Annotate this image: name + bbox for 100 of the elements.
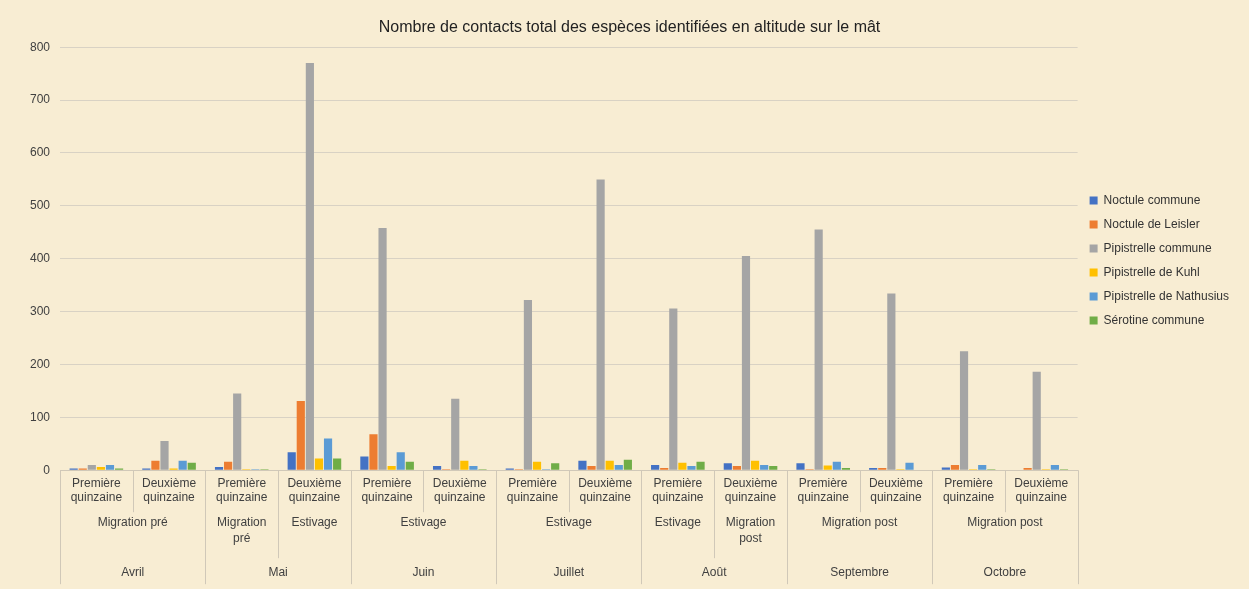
bar	[1032, 371, 1041, 470]
x-tick-label: Deuxième quinzaine	[1014, 475, 1069, 505]
bar	[460, 460, 469, 470]
bar	[105, 464, 115, 470]
x-tick-label: Première quinzaine	[797, 475, 850, 505]
text: Août	[701, 564, 728, 579]
bar	[950, 464, 960, 470]
bar	[405, 461, 414, 470]
text: Migration post	[967, 514, 1044, 529]
y-tick-label: 700	[29, 92, 51, 107]
bar	[651, 464, 660, 470]
text: Estivage	[654, 514, 702, 529]
x-tick-label: Deuxième quinzaine	[868, 475, 924, 505]
bar	[687, 465, 696, 470]
x-tick-label: Deuxième quinzaine	[287, 475, 342, 505]
bar	[432, 465, 442, 470]
bar	[832, 461, 841, 470]
bar	[296, 400, 305, 470]
bar	[96, 467, 105, 470]
bar	[523, 299, 533, 470]
legend-label: Pipistrelle de Kuhl	[1103, 264, 1200, 279]
bar	[614, 464, 623, 470]
x-tick-label: Première quinzaine	[942, 475, 995, 505]
bar	[587, 465, 596, 470]
bar	[596, 179, 605, 470]
bar	[469, 465, 478, 470]
bar	[887, 293, 896, 470]
bar	[678, 462, 687, 470]
bar	[551, 463, 560, 470]
text: Avril	[121, 564, 145, 579]
bar	[532, 461, 542, 470]
bar	[233, 393, 242, 470]
text: Octobre	[983, 564, 1027, 579]
text: Juin	[412, 564, 435, 579]
bar	[314, 458, 324, 470]
text: Septembre	[830, 564, 890, 579]
bar	[605, 460, 614, 470]
bar	[387, 465, 396, 470]
bar	[750, 460, 760, 470]
bar	[1050, 464, 1059, 470]
bar	[369, 434, 378, 470]
y-tick-label: 200	[29, 356, 51, 371]
bar	[723, 463, 732, 470]
legend-label: Sérotine commune	[1103, 312, 1205, 327]
x-tick-label: Deuxième quinzaine	[578, 475, 633, 505]
y-tick-label: 400	[29, 251, 51, 266]
text: Estivage	[291, 514, 338, 529]
bar	[905, 462, 914, 470]
bar	[978, 464, 987, 470]
bar	[959, 351, 969, 470]
x-tick-label: Première quinzaine	[361, 475, 414, 505]
bar	[305, 63, 314, 470]
bar	[732, 465, 741, 470]
text: Juillet	[553, 564, 585, 579]
x-tick-label: Deuxième quinzaine	[142, 475, 197, 505]
bar	[187, 462, 196, 470]
bar	[151, 460, 160, 470]
legend-label: Noctule de Leisler	[1103, 216, 1200, 231]
bar	[360, 456, 369, 470]
bar	[769, 465, 778, 470]
bar	[796, 463, 805, 470]
y-tick-label: 600	[29, 145, 51, 160]
legend-label: Pipistrelle de Nathusius	[1103, 288, 1230, 303]
y-tick-label: 300	[29, 303, 51, 318]
legend-label: Pipistrelle commune	[1103, 240, 1212, 255]
bar	[741, 256, 751, 470]
text: Mai	[268, 564, 288, 579]
bar	[760, 464, 769, 470]
bar	[333, 458, 342, 470]
bar	[224, 461, 233, 470]
bar	[669, 308, 678, 470]
bar	[160, 441, 169, 470]
text: Migration post	[821, 514, 898, 529]
bar	[287, 452, 296, 470]
chart-title: Nombre de contacts total des espèces identifiées en altitude sur le mât	[378, 18, 881, 36]
text: Estivage	[545, 514, 593, 529]
y-tick-label: 500	[29, 198, 51, 213]
x-tick-label: Deuxième quinzaine	[432, 475, 488, 505]
x-tick-label: Première quinzaine	[506, 475, 559, 505]
legend-label: Noctule commune	[1103, 192, 1201, 207]
x-tick-label: Première quinzaine	[216, 475, 268, 505]
bar	[178, 460, 187, 470]
bar	[623, 459, 632, 470]
bar	[578, 460, 587, 470]
bar	[214, 467, 224, 470]
text: Migration pré	[97, 514, 169, 529]
text: Migration pré	[217, 514, 267, 545]
x-tick-label: Première quinzaine	[70, 475, 123, 505]
bar	[814, 229, 823, 470]
bar	[323, 438, 333, 470]
y-tick-label: 0	[43, 462, 51, 477]
bar	[378, 228, 387, 470]
x-tick-label: Première quinzaine	[652, 475, 704, 505]
x-tick-label: Deuxième quinzaine	[723, 475, 778, 505]
bar	[451, 398, 460, 470]
y-tick-label: 100	[29, 409, 51, 424]
text: Estivage	[400, 514, 447, 529]
bar	[87, 464, 96, 470]
bar	[823, 465, 832, 470]
text: Migration post	[725, 514, 776, 545]
